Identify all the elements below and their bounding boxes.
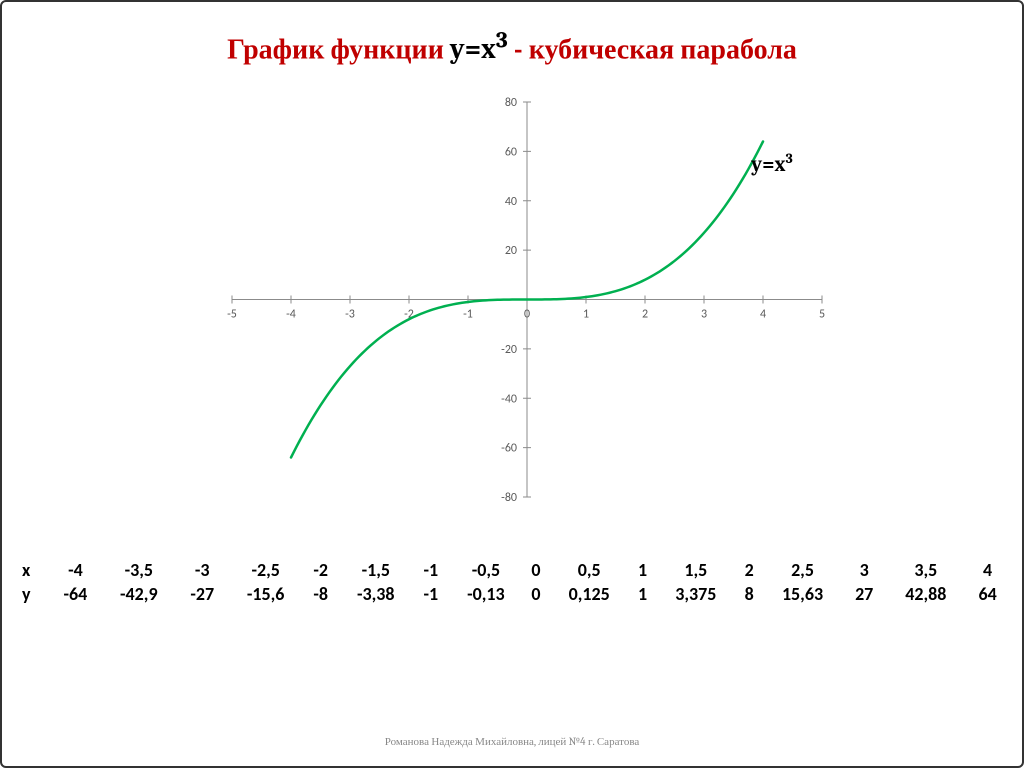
chart: -5-4-3-2-1012345-80-60-40-2020406080y=x3 xyxy=(162,87,862,527)
title-part1: График функции xyxy=(227,33,450,65)
svg-text:40: 40 xyxy=(505,195,517,209)
table-cell: 2,5 xyxy=(761,558,844,582)
table-cell: 64 xyxy=(967,582,1008,606)
svg-text:3: 3 xyxy=(701,308,707,322)
svg-text:-3: -3 xyxy=(345,308,355,322)
svg-text:20: 20 xyxy=(505,244,517,258)
table-cell: 0,125 xyxy=(548,582,631,606)
svg-text:1: 1 xyxy=(583,308,589,322)
svg-text:80: 80 xyxy=(505,96,517,110)
table-cell: -42,9 xyxy=(101,582,177,606)
svg-text:-1: -1 xyxy=(463,308,473,322)
svg-text:60: 60 xyxy=(505,145,517,159)
svg-text:-4: -4 xyxy=(286,308,296,322)
row-label: x xyxy=(20,558,50,582)
table-cell: -2,5 xyxy=(228,558,304,582)
table-cell: -0,13 xyxy=(448,582,524,606)
table-cell: 3,5 xyxy=(885,558,968,582)
svg-text:-5: -5 xyxy=(227,308,237,322)
curve-label: y=x3 xyxy=(750,150,793,178)
table-cell: -1 xyxy=(414,558,448,582)
table-cell: 15,63 xyxy=(761,582,844,606)
svg-text:5: 5 xyxy=(819,308,825,322)
table-cell: -3,5 xyxy=(101,558,177,582)
title-part2: - кубическая парабола xyxy=(508,33,797,65)
svg-text:-60: -60 xyxy=(501,442,517,456)
svg-text:-20: -20 xyxy=(501,343,517,357)
table-cell: -15,6 xyxy=(228,582,304,606)
table-cell: 42,88 xyxy=(885,582,968,606)
table-cell: -0,5 xyxy=(448,558,524,582)
svg-text:-40: -40 xyxy=(501,392,517,406)
table-cell: -3 xyxy=(177,558,228,582)
table-cell: 0 xyxy=(524,558,548,582)
table-cell: -4 xyxy=(50,558,101,582)
title-formula: y=x3 xyxy=(450,33,508,65)
table-cell: 0 xyxy=(524,582,548,606)
svg-text:-80: -80 xyxy=(501,491,517,505)
table-cell: 2 xyxy=(737,558,761,582)
table-cell: 3 xyxy=(844,558,885,582)
table-cell: 1 xyxy=(631,582,655,606)
svg-text:0: 0 xyxy=(524,308,530,322)
table-cell: 1 xyxy=(631,558,655,582)
row-label: y xyxy=(20,582,50,606)
footer-credit: Романова Надежда Михайловна, лицей №4 г.… xyxy=(2,735,1022,748)
table-row: y-64-42,9-27-15,6-8-3,38-1-0,1300,12513,… xyxy=(20,582,1008,606)
svg-text:4: 4 xyxy=(760,308,766,322)
table-cell: 4 xyxy=(967,558,1008,582)
table-cell: 0,5 xyxy=(548,558,631,582)
table-cell: -1,5 xyxy=(338,558,414,582)
table-row: x-4-3,5-3-2,5-2-1,5-1-0,500,511,522,533,… xyxy=(20,558,1008,582)
table-cell: -1 xyxy=(414,582,448,606)
table-cell: 8 xyxy=(737,582,761,606)
svg-text:2: 2 xyxy=(642,308,648,322)
table-cell: -8 xyxy=(304,582,338,606)
slide: График функции y=x3 - кубическая парабол… xyxy=(0,0,1024,768)
slide-title: График функции y=x3 - кубическая парабол… xyxy=(2,27,1022,66)
table-cell: 1,5 xyxy=(655,558,738,582)
table-cell: 3,375 xyxy=(655,582,738,606)
table-cell: -64 xyxy=(50,582,101,606)
table-cell: 27 xyxy=(844,582,885,606)
table-cell: -3,38 xyxy=(338,582,414,606)
table-cell: -2 xyxy=(304,558,338,582)
table-cell: -27 xyxy=(177,582,228,606)
data-table: x-4-3,5-3-2,5-2-1,5-1-0,500,511,522,533,… xyxy=(20,558,1008,606)
